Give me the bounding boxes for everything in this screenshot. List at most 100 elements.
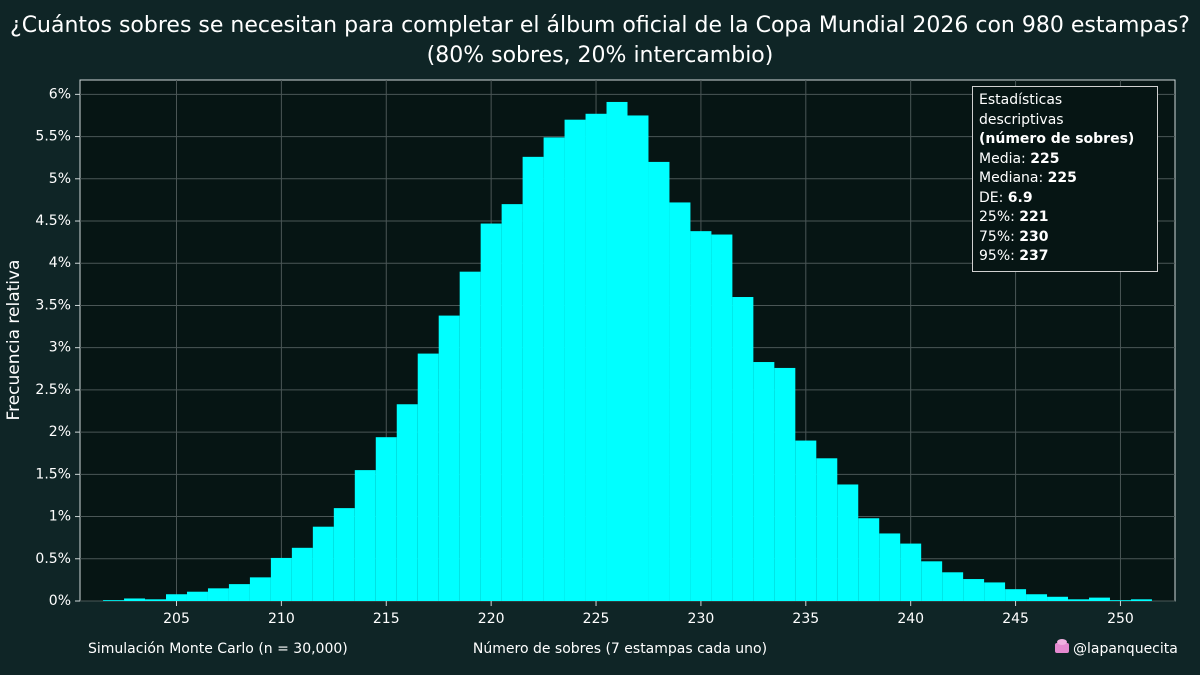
bar <box>837 484 859 601</box>
y-tick-label: 5% <box>49 171 71 187</box>
bar <box>1088 597 1110 601</box>
bar <box>166 594 187 601</box>
bar <box>186 591 208 601</box>
icon <box>1055 639 1069 653</box>
bar <box>879 533 901 601</box>
bar <box>711 234 733 602</box>
bar <box>145 599 167 601</box>
stat-label: Mediana: <box>979 170 1044 186</box>
bar <box>270 557 292 601</box>
stat-value: 225 <box>1047 170 1077 186</box>
stat-row: Mediana: 225 <box>979 169 1151 189</box>
bar <box>984 582 1006 601</box>
bar <box>564 119 586 601</box>
stat-row: 25%: 221 <box>979 208 1151 228</box>
bar <box>900 543 922 601</box>
bar <box>375 437 397 601</box>
chart-title: ¿Cuántos sobres se necesitan para comple… <box>10 13 1190 38</box>
y-tick-label: 0.5% <box>35 551 71 567</box>
bar <box>963 579 985 601</box>
stats-box: Estadísticas descriptivas (número de sob… <box>972 86 1158 272</box>
bar <box>816 458 838 601</box>
y-tick-label: 4.5% <box>35 213 71 229</box>
x-tick-label: 225 <box>583 611 610 627</box>
bar <box>1047 596 1069 601</box>
x-tick-label: 210 <box>268 611 295 627</box>
bar <box>438 315 460 601</box>
bar <box>627 115 649 602</box>
x-tick-label: 235 <box>792 611 819 627</box>
bar <box>732 297 754 601</box>
bar <box>669 202 691 602</box>
y-tick-label: 3% <box>49 340 71 356</box>
stat-value: 230 <box>1019 228 1049 245</box>
x-tick-label: 250 <box>1107 611 1134 627</box>
bar <box>753 362 775 601</box>
bar <box>690 231 712 601</box>
bar <box>291 547 313 601</box>
bar <box>333 508 355 601</box>
bar <box>354 470 376 601</box>
y-tick-label: 1.5% <box>35 466 71 482</box>
stat-label: Media: <box>979 150 1026 167</box>
bar <box>606 101 628 601</box>
bar <box>480 223 502 601</box>
stat-label: 95%: <box>979 248 1015 264</box>
bar <box>228 584 250 601</box>
y-tick-label: 1% <box>49 509 71 525</box>
bar <box>1005 589 1027 601</box>
stats-title: Estadísticas descriptivas <box>979 92 1064 128</box>
y-tick-label: 6% <box>49 86 71 102</box>
chart-subtitle: (80% sobres, 20% intercambio) <box>427 43 774 68</box>
stat-value: 225 <box>1030 150 1060 167</box>
bar <box>942 572 964 601</box>
y-tick-label: 2% <box>49 424 71 440</box>
y-tick-label: 2.5% <box>35 382 71 398</box>
stat-value: 221 <box>1019 209 1049 225</box>
stat-row: Media: 225 <box>979 150 1151 170</box>
bar <box>124 598 146 601</box>
bar <box>522 156 544 601</box>
stat-value: 237 <box>1019 248 1049 264</box>
x-axis-label: Número de sobres (7 estampas cada uno) <box>473 641 767 657</box>
stat-value: 6.9 <box>1007 189 1033 206</box>
stat-label: DE: <box>979 189 1004 206</box>
x-tick-label: 230 <box>688 611 715 627</box>
bar <box>396 404 418 601</box>
bar <box>249 577 271 601</box>
y-tick-label: 3.5% <box>35 297 71 313</box>
bar <box>774 367 796 601</box>
bar <box>207 588 229 601</box>
bar <box>543 137 565 601</box>
stat-row: 95%: 237 <box>979 247 1151 267</box>
bar <box>312 526 334 601</box>
bar <box>648 161 670 601</box>
footer-handle: @lapanquecita <box>1073 641 1178 657</box>
x-tick-label: 220 <box>478 611 505 627</box>
footer-note: Simulación Monte Carlo (n = 30,000) <box>88 641 348 657</box>
stat-row: 75%: 230 <box>979 228 1151 248</box>
bar <box>921 561 943 601</box>
bar <box>1109 600 1131 601</box>
bar <box>1026 594 1048 601</box>
bar <box>459 271 481 601</box>
bar <box>858 518 880 601</box>
x-tick-label: 245 <box>1002 611 1029 627</box>
bar <box>585 113 607 601</box>
bar <box>417 353 439 601</box>
bar <box>1068 599 1089 601</box>
stat-label: 25%: <box>979 209 1015 225</box>
stat-label: 75%: <box>979 228 1015 245</box>
bar <box>795 440 817 601</box>
y-tick-label: 5.5% <box>35 129 71 145</box>
y-axis-label: Frecuencia relativa <box>4 260 24 421</box>
bar <box>103 600 125 601</box>
y-tick-label: 4% <box>49 255 71 271</box>
bar <box>1130 599 1152 601</box>
stat-row: DE: 6.9 <box>979 189 1151 209</box>
bar <box>501 204 523 601</box>
x-tick-label: 240 <box>897 611 924 627</box>
x-tick-label: 215 <box>373 611 400 627</box>
y-tick-label: 0% <box>49 593 71 609</box>
stats-subtitle: (número de sobres) <box>979 131 1135 147</box>
